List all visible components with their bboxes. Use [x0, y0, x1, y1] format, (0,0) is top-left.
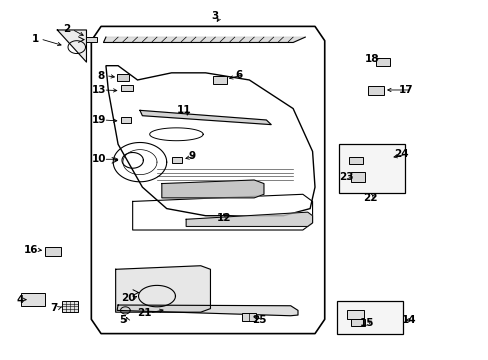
Bar	[86, 37, 97, 42]
Bar	[368, 86, 383, 95]
Bar	[348, 157, 362, 164]
Polygon shape	[162, 180, 264, 198]
Text: 18: 18	[364, 54, 378, 64]
Text: 6: 6	[235, 69, 242, 80]
Bar	[117, 74, 129, 81]
Polygon shape	[117, 305, 297, 316]
Bar	[45, 247, 61, 256]
Bar	[351, 172, 365, 182]
Text: 2: 2	[63, 24, 70, 34]
Polygon shape	[186, 212, 312, 226]
Bar	[120, 117, 131, 123]
Bar	[336, 301, 402, 334]
Text: 25: 25	[251, 315, 266, 325]
Text: 10: 10	[91, 154, 106, 164]
Text: 17: 17	[398, 85, 413, 95]
Text: 9: 9	[188, 151, 196, 161]
Text: 12: 12	[216, 212, 231, 222]
Text: 4: 4	[16, 295, 23, 305]
Text: 16: 16	[24, 245, 39, 255]
Bar	[339, 144, 404, 193]
Polygon shape	[116, 266, 210, 312]
Text: 5: 5	[119, 315, 126, 325]
Bar	[62, 301, 78, 312]
Text: 15: 15	[359, 318, 373, 328]
Bar	[212, 76, 226, 84]
Bar	[351, 319, 365, 327]
Polygon shape	[103, 37, 305, 42]
Bar	[21, 293, 45, 306]
Text: 24: 24	[393, 149, 407, 159]
Polygon shape	[57, 30, 86, 62]
Bar	[120, 85, 132, 91]
Polygon shape	[140, 111, 271, 125]
Text: 13: 13	[91, 85, 106, 95]
Text: 11: 11	[176, 105, 191, 115]
Text: 19: 19	[91, 115, 105, 125]
Text: 8: 8	[97, 71, 104, 81]
Text: 14: 14	[401, 315, 415, 325]
Bar	[171, 157, 182, 163]
Text: 20: 20	[122, 293, 136, 303]
Bar	[346, 310, 363, 319]
Text: 7: 7	[50, 303, 58, 313]
Text: 23: 23	[339, 172, 353, 182]
Text: 1: 1	[32, 34, 39, 44]
Text: 21: 21	[137, 308, 152, 318]
Bar	[375, 58, 389, 66]
Bar	[242, 313, 255, 321]
Text: 3: 3	[211, 12, 219, 21]
Text: 22: 22	[362, 193, 376, 203]
